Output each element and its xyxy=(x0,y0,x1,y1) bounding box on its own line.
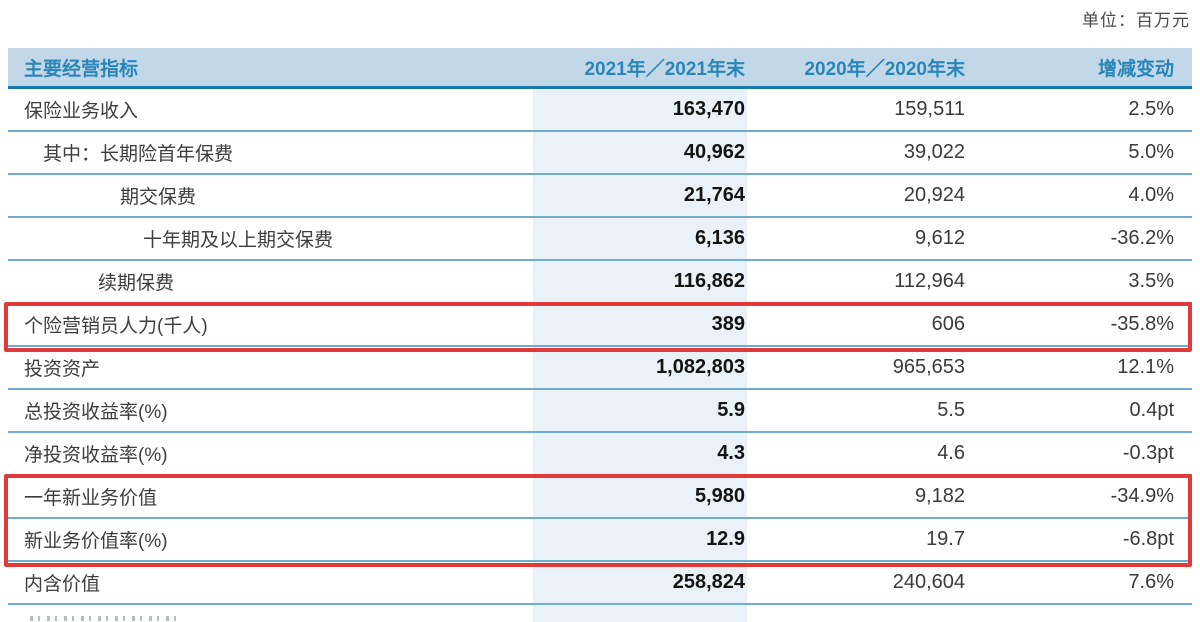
row-label: 个险营销员人力(千人) xyxy=(24,316,208,337)
header-change: 增减变动 xyxy=(1097,58,1174,80)
value-2021: 258,824 xyxy=(672,571,745,593)
table-row: 十年期及以上期交保费 6,136 9,612 -36.2% xyxy=(8,218,1192,261)
row-label: 期交保费 xyxy=(120,187,197,208)
header-2020: 2020年／2020年末 xyxy=(804,58,965,80)
table-row: 续期保费 116,862 112,964 3.5% xyxy=(8,261,1192,304)
row-label: 投资资产 xyxy=(24,359,101,380)
value-change: 0.4pt xyxy=(1129,399,1174,421)
value-2020: 39,022 xyxy=(903,141,965,163)
value-change: 12.1% xyxy=(1117,356,1174,378)
table-row: 总投资收益率(%) 5.9 5.5 0.4pt xyxy=(8,390,1192,433)
value-2020: 9,182 xyxy=(914,485,965,507)
value-2020: 20,924 xyxy=(903,184,965,206)
table-row: 净投资收益率(%) 4.3 4.6 -0.3pt xyxy=(8,433,1192,476)
value-2021: 12.9 xyxy=(706,528,745,550)
unit-note: 单位：百万元 xyxy=(1082,11,1190,30)
value-change: -0.3pt xyxy=(1122,442,1174,464)
row-label: 总投资收益率(%) xyxy=(24,402,168,423)
value-2021: 6,136 xyxy=(694,227,745,249)
value-2021: 21,764 xyxy=(683,184,745,206)
table-body: 保险业务收入 163,470 159,511 2.5% 其中：长期险首年保费 4… xyxy=(8,89,1192,605)
value-change: -35.8% xyxy=(1110,313,1174,335)
metrics-table: 主要经营指标 2021年／2021年末 2020年／2020年末 增减变动 保险… xyxy=(8,48,1192,622)
table-row: 期交保费 21,764 20,924 4.0% xyxy=(8,175,1192,218)
table-row: 个险营销员人力(千人) 389 606 -35.8% xyxy=(8,304,1192,347)
clipped-next-row-text xyxy=(30,616,182,621)
value-2020: 9,612 xyxy=(914,227,965,249)
value-change: -34.9% xyxy=(1110,485,1174,507)
row-label: 一年新业务价值 xyxy=(24,488,158,509)
value-2020: 606 xyxy=(931,313,965,335)
current-year-column-stripe xyxy=(533,89,747,622)
header-2021: 2021年／2021年末 xyxy=(584,58,745,80)
header-underline xyxy=(8,86,1192,89)
row-label: 新业务价值率(%) xyxy=(24,531,168,552)
value-2020: 4.6 xyxy=(937,442,965,464)
value-2021: 4.3 xyxy=(717,442,745,464)
table-row: 一年新业务价值 5,980 9,182 -34.9% xyxy=(8,476,1192,519)
value-change: -36.2% xyxy=(1110,227,1174,249)
value-2020: 159,511 xyxy=(894,98,965,120)
header-main-indicators: 主要经营指标 xyxy=(24,58,139,80)
value-change: 7.6% xyxy=(1128,571,1174,593)
row-label: 内含价值 xyxy=(24,574,101,595)
value-2021: 1,082,803 xyxy=(656,356,745,378)
value-2020: 965,653 xyxy=(892,356,965,378)
table-row: 其中：长期险首年保费 40,962 39,022 5.0% xyxy=(8,132,1192,175)
value-2021: 163,470 xyxy=(672,98,745,120)
table-header-row: 主要经营指标 2021年／2021年末 2020年／2020年末 增减变动 xyxy=(8,48,1192,86)
table-row: 内含价值 258,824 240,604 7.6% xyxy=(8,562,1192,605)
value-2021: 389 xyxy=(711,313,745,335)
value-change: 5.0% xyxy=(1128,141,1174,163)
value-change: 2.5% xyxy=(1128,98,1174,120)
value-2020: 5.5 xyxy=(937,399,965,421)
row-label: 净投资收益率(%) xyxy=(24,445,168,466)
value-2020: 19.7 xyxy=(926,528,965,550)
value-2021: 116,862 xyxy=(673,270,745,292)
value-2021: 40,962 xyxy=(683,141,745,163)
row-label: 保险业务收入 xyxy=(24,101,139,122)
value-change: 3.5% xyxy=(1128,270,1174,292)
table-row: 保险业务收入 163,470 159,511 2.5% xyxy=(8,89,1192,132)
row-label: 续期保费 xyxy=(98,273,175,294)
value-change: 4.0% xyxy=(1128,184,1174,206)
table-row: 新业务价值率(%) 12.9 19.7 -6.8pt xyxy=(8,519,1192,562)
row-label: 其中：长期险首年保费 xyxy=(43,144,234,165)
value-2020: 240,604 xyxy=(892,571,965,593)
value-2020: 112,964 xyxy=(894,270,965,292)
row-label: 十年期及以上期交保费 xyxy=(143,230,334,251)
value-2021: 5.9 xyxy=(717,399,745,421)
value-change: -6.8pt xyxy=(1122,528,1174,550)
table-row: 投资资产 1,082,803 965,653 12.1% xyxy=(8,347,1192,390)
value-2021: 5,980 xyxy=(694,485,745,507)
